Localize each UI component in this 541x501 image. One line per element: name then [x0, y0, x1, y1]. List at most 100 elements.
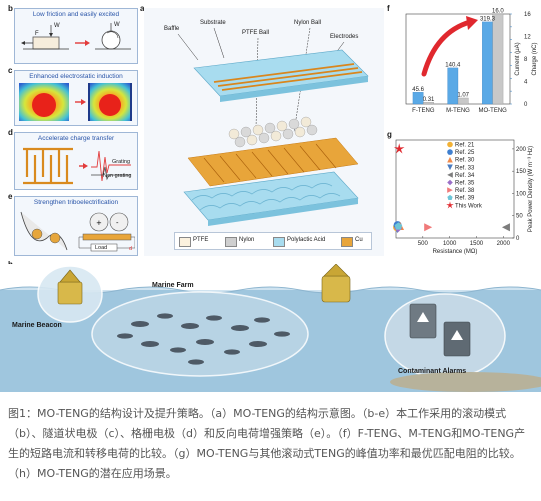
figure-caption: 图1：MO-TENG的结构设计及提升策略。（a）MO-TENG的结构示意图。（b…	[8, 407, 526, 480]
legend-marker	[447, 164, 453, 171]
bar-label-current: 319.3	[480, 16, 496, 22]
grating-electrode	[23, 147, 131, 185]
y-right-tick-label: 0	[524, 102, 528, 108]
point-this-work	[393, 143, 405, 154]
part-electrodes: Electrodes	[330, 34, 359, 40]
legend-marker	[447, 187, 453, 193]
y-tick-label: 50	[516, 214, 523, 220]
y-tick-label: 150	[516, 169, 527, 175]
svg-text:-: -	[116, 219, 119, 227]
marine-farm-label: Marine Farm	[152, 282, 194, 289]
legend-non-grating: Non grating	[103, 173, 132, 179]
x-axis-label: Resistance (MΩ)	[433, 249, 478, 255]
weight-w2-label: W	[114, 22, 120, 28]
legend-ptfe: PTFE	[193, 237, 209, 243]
panel-d: Accelerate charge transfer Grating Non g…	[14, 132, 138, 190]
bar-label-charge: 0.31	[423, 97, 435, 103]
y-tick-label: 100	[516, 191, 527, 197]
x-tick-label: MO-TENG	[478, 108, 507, 114]
bar-current	[482, 21, 493, 105]
y-tick-label: 0	[516, 236, 520, 242]
ball-layer	[228, 116, 318, 148]
y-right-tick-label: 12	[524, 35, 531, 41]
bar-charge	[457, 97, 469, 105]
bar-label-charge: 1.07	[457, 92, 469, 98]
x-tick-label: 500	[418, 241, 429, 247]
y-right-label: Charge (nC)	[532, 42, 538, 75]
legend-swatch-nylon	[225, 237, 237, 247]
bar-current	[412, 92, 424, 105]
legend-label: Ref. 34	[455, 173, 475, 179]
svg-text:+: +	[96, 219, 102, 227]
bar-charge	[492, 13, 504, 105]
legend-swatch-pla	[273, 237, 285, 247]
panel-label-b: b	[8, 4, 13, 13]
legend-grating: Grating	[112, 159, 131, 165]
legend-label: Ref. 21	[455, 143, 475, 149]
bar-label-current: 140.4	[445, 62, 461, 68]
d-label: d	[129, 246, 133, 252]
triboelectrification-schematic: + -	[20, 211, 135, 252]
y-right-tick-label: 16	[524, 12, 531, 18]
panel-c: Enhanced electrostatic induction	[14, 70, 138, 126]
point-ref.-38	[424, 223, 433, 232]
legend-label: Ref. 30	[455, 158, 475, 164]
load-label: Load	[95, 245, 108, 251]
legend-marker	[447, 141, 453, 148]
panel-e: Strengthen triboelectrification + - Load…	[14, 196, 138, 256]
bar-label-charge: 16.0	[492, 9, 504, 15]
trend-arrow-head	[466, 16, 478, 30]
trend-arrow	[421, 19, 473, 77]
legend-label: Ref. 38	[455, 188, 475, 194]
part-substrate: Substrate	[200, 20, 226, 26]
bar-charge	[423, 102, 434, 105]
legend-label: Ref. 35	[455, 181, 475, 187]
part-nylon-ball: Nylon Ball	[294, 20, 322, 26]
legend-label: Ref. 25	[455, 150, 475, 156]
legend-marker	[447, 172, 453, 178]
panel-label-c: c	[8, 66, 13, 75]
panel-e-caption: Strengthen triboelectrification	[33, 199, 119, 206]
force-f-label: F	[35, 31, 39, 37]
y-left-label: Current (μA)	[515, 42, 521, 75]
legend-nylon: Nylon	[239, 237, 255, 243]
legend-label: This Work	[455, 203, 483, 209]
legend-marker	[447, 149, 453, 155]
panel-b-caption: Low friction and easily excited	[32, 11, 120, 18]
legend-marker	[447, 156, 453, 163]
figure: b Low friction and easily excited F W W …	[0, 4, 541, 392]
x-tick-label: 1000	[443, 241, 457, 247]
panel-label-d: d	[8, 128, 13, 137]
legend-swatch-cu	[341, 237, 353, 247]
part-ptfe-ball: PTFE Ball	[242, 30, 270, 36]
panel-b: Low friction and easily excited F W W	[14, 8, 138, 64]
weight-w-label: W	[54, 23, 60, 29]
legend-marker	[447, 179, 453, 186]
exploded-structure	[177, 27, 369, 226]
panel-c-caption: Enhanced electrostatic induction	[29, 73, 123, 80]
x-tick-label: M-TENG	[446, 108, 470, 114]
friction-schematic	[21, 23, 131, 50]
point-ref.-39	[394, 222, 403, 230]
panel-label-f: f	[387, 4, 390, 13]
legend-label: Ref. 33	[455, 165, 475, 171]
panel-label-g: g	[387, 130, 392, 139]
contaminant-alarms-label: Contaminant Alarms	[398, 368, 467, 375]
y-axis-label: Peak Power Density (W m⁻³ Hz)	[528, 146, 534, 232]
y-tick-label: 200	[516, 147, 527, 153]
part-baffle: Baffle	[164, 26, 180, 32]
marine-beacon-label: Marine Beacon	[12, 322, 62, 329]
legend-marker	[446, 201, 454, 209]
panel-a: Baffle Substrate PTFE Ball Nylon Ball El…	[144, 8, 384, 256]
legend-swatch-ptfe	[179, 237, 191, 247]
chart-f: 45.6 0.31 F-TENG 140.4 1.07 M-TENG 319.316.0 MO…	[405, 9, 538, 114]
legend-marker	[447, 194, 453, 200]
field-simulation	[19, 83, 132, 121]
y-right-tick-label: 4	[524, 80, 528, 86]
x-tick-label: F-TENG	[412, 108, 435, 114]
bar-current	[447, 67, 459, 105]
panel-d-caption: Accelerate charge transfer	[37, 135, 115, 142]
x-tick-label: 2000	[497, 241, 511, 247]
panel-label-e: e	[8, 192, 13, 201]
panel-label-a: a	[140, 4, 145, 13]
